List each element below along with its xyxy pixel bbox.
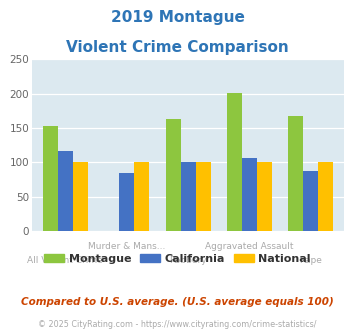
Text: Murder & Mans...: Murder & Mans... bbox=[88, 242, 165, 251]
Bar bbox=[318, 162, 333, 231]
Bar bbox=[288, 116, 304, 231]
Text: All Violent Crime: All Violent Crime bbox=[27, 256, 103, 265]
Text: Compared to U.S. average. (U.S. average equals 100): Compared to U.S. average. (U.S. average … bbox=[21, 297, 334, 307]
Bar bbox=[196, 162, 211, 231]
Bar bbox=[58, 151, 73, 231]
Text: Rape: Rape bbox=[300, 256, 322, 265]
Text: Robbery: Robbery bbox=[169, 256, 207, 265]
Text: 2019 Montague: 2019 Montague bbox=[110, 10, 245, 25]
Bar bbox=[181, 162, 196, 231]
Bar bbox=[166, 119, 181, 231]
Text: © 2025 CityRating.com - https://www.cityrating.com/crime-statistics/: © 2025 CityRating.com - https://www.city… bbox=[38, 320, 317, 329]
Bar bbox=[227, 93, 242, 231]
Bar bbox=[242, 158, 257, 231]
Bar bbox=[257, 162, 272, 231]
Bar bbox=[304, 171, 318, 231]
Bar bbox=[43, 126, 58, 231]
Bar bbox=[73, 162, 88, 231]
Text: Aggravated Assault: Aggravated Assault bbox=[205, 242, 294, 251]
Text: Violent Crime Comparison: Violent Crime Comparison bbox=[66, 40, 289, 54]
Legend: Montague, California, National: Montague, California, National bbox=[40, 249, 315, 268]
Bar bbox=[119, 173, 134, 231]
Bar bbox=[134, 162, 149, 231]
